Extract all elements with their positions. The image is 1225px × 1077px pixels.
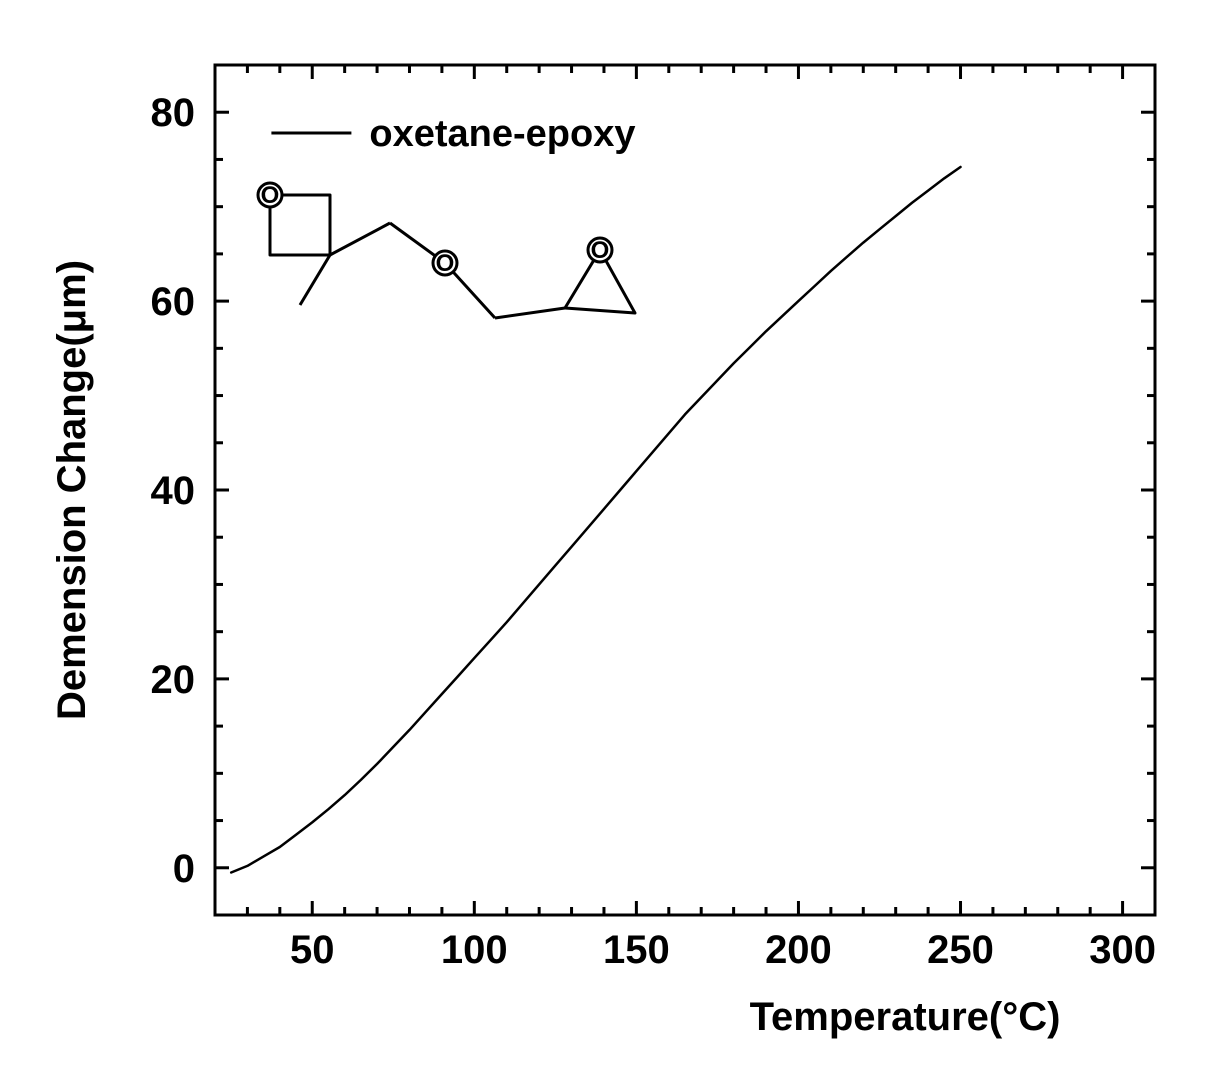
y-tick-label: 80 bbox=[151, 91, 196, 135]
x-tick-label: 250 bbox=[927, 928, 994, 972]
y-tick-label: 0 bbox=[173, 847, 195, 891]
line-chart: 50 100 150 200 250 300 0 20 40 60 80 Temperature(°C… bbox=[0, 0, 1225, 1077]
x-axis-label: Temperature(°C) bbox=[750, 995, 1061, 1039]
x-tick-label: 300 bbox=[1089, 928, 1156, 972]
atom-label: O bbox=[436, 250, 455, 277]
y-tick-label: 20 bbox=[151, 658, 196, 702]
y-tick-label: 40 bbox=[151, 469, 196, 513]
x-tick-label: 150 bbox=[603, 928, 670, 972]
x-tick-label: 200 bbox=[765, 928, 832, 972]
chart-container: 50 100 150 200 250 300 0 20 40 60 80 Temperature(°C… bbox=[0, 0, 1225, 1077]
atom-label: O bbox=[261, 182, 280, 209]
x-tick-label: 100 bbox=[441, 928, 508, 972]
legend-label: oxetane-epoxy bbox=[369, 113, 635, 155]
y-tick-label: 60 bbox=[151, 280, 196, 324]
y-axis-label: Demension Change(μm) bbox=[50, 260, 94, 720]
atom-label: O bbox=[591, 237, 610, 264]
x-tick-label: 50 bbox=[290, 928, 335, 972]
